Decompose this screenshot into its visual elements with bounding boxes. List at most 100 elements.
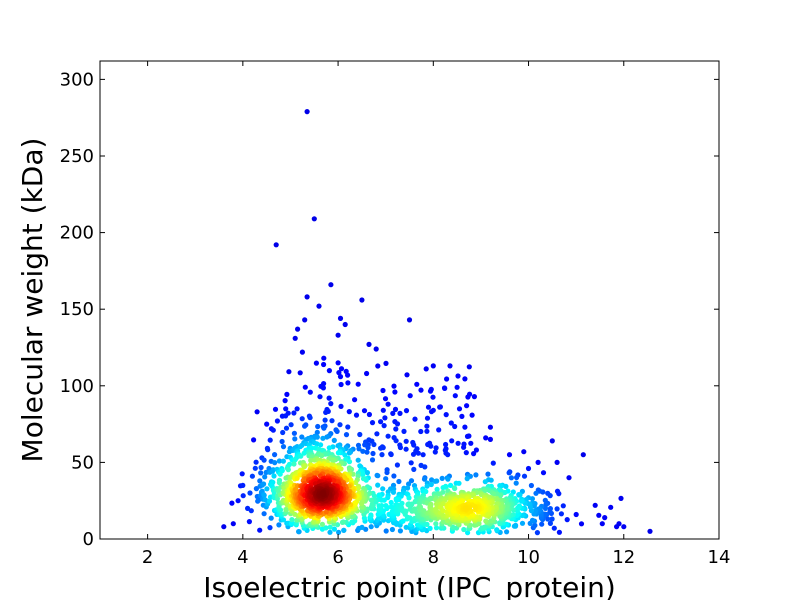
data-point: [262, 474, 268, 480]
data-point: [487, 424, 493, 430]
data-point: [490, 460, 496, 466]
data-point: [320, 491, 326, 497]
data-point: [337, 315, 344, 321]
data-point: [346, 450, 352, 456]
data-point: [521, 449, 527, 455]
data-point: [385, 433, 391, 439]
data-point: [404, 372, 410, 378]
data-point: [302, 384, 308, 390]
x-tick-label: 10: [517, 547, 540, 568]
data-point: [506, 470, 512, 476]
data-point: [378, 445, 384, 451]
data-point: [469, 412, 475, 418]
x-tick-label: 12: [612, 547, 635, 568]
y-axis-title: Molecular weight (kDa): [16, 138, 49, 463]
data-point: [433, 445, 439, 451]
data-point: [432, 478, 438, 484]
data-point: [516, 492, 522, 498]
data-point: [247, 490, 253, 496]
data-point: [320, 385, 326, 391]
data-point: [295, 326, 301, 332]
data-point: [608, 504, 614, 510]
data-point: [267, 437, 273, 443]
data-point: [466, 364, 472, 370]
data-point: [309, 445, 315, 451]
data-point: [389, 526, 395, 533]
data-point: [294, 406, 300, 412]
data-point: [319, 521, 325, 527]
data-point: [430, 407, 436, 413]
data-point: [276, 458, 282, 464]
data-point: [407, 393, 413, 399]
data-point: [521, 473, 528, 479]
data-point: [301, 464, 307, 470]
data-point: [539, 521, 545, 527]
data-point: [560, 503, 566, 509]
data-point: [292, 335, 298, 341]
data-point: [323, 525, 329, 531]
data-point: [268, 515, 274, 521]
data-point: [455, 373, 461, 379]
data-point: [291, 461, 297, 467]
data-point: [337, 374, 344, 380]
data-point: [383, 360, 389, 366]
data-point: [447, 363, 453, 369]
data-point: [292, 457, 298, 463]
data-point: [436, 427, 442, 433]
data-point: [456, 406, 463, 412]
data-point: [529, 496, 536, 502]
data-point: [392, 406, 399, 412]
data-point: [380, 486, 386, 492]
data-point: [338, 381, 344, 388]
data-point: [592, 502, 598, 508]
data-point: [340, 519, 346, 525]
data-point: [299, 349, 305, 355]
data-point: [286, 369, 292, 375]
data-point: [394, 421, 401, 427]
data-point: [318, 442, 324, 448]
data-point: [461, 441, 467, 447]
data-point: [335, 360, 341, 366]
data-point: [378, 419, 384, 425]
data-point: [320, 435, 326, 441]
data-point: [289, 517, 295, 523]
data-point: [462, 376, 468, 382]
data-point: [302, 317, 308, 323]
data-point: [465, 394, 471, 400]
data-point: [528, 482, 535, 489]
data-point: [421, 476, 428, 482]
data-point: [396, 478, 402, 485]
data-point: [343, 456, 349, 462]
data-point: [599, 521, 605, 527]
data-point: [498, 483, 504, 489]
data-point: [394, 462, 400, 468]
data-point: [420, 452, 426, 458]
data-point: [390, 410, 396, 416]
data-point: [264, 486, 270, 492]
data-point: [380, 407, 386, 413]
data-point: [353, 412, 360, 418]
data-point: [390, 482, 397, 488]
data-point: [307, 415, 313, 421]
y-tick-label: 100: [60, 376, 94, 397]
data-point: [430, 394, 436, 400]
y-tick-label: 250: [60, 146, 94, 167]
data-point: [345, 424, 351, 430]
data-point: [440, 519, 446, 525]
data-point: [423, 366, 429, 372]
data-point: [462, 424, 468, 430]
data-point: [547, 520, 554, 527]
data-point: [270, 427, 276, 433]
data-point: [270, 479, 276, 485]
data-point: [519, 520, 526, 526]
data-point: [345, 372, 351, 378]
data-point: [432, 449, 438, 455]
data-point: [440, 501, 446, 507]
data-point: [345, 380, 351, 386]
data-point: [411, 442, 417, 448]
data-point: [471, 451, 477, 457]
data-point: [503, 483, 509, 489]
data-point: [246, 519, 252, 525]
data-point: [272, 460, 278, 466]
